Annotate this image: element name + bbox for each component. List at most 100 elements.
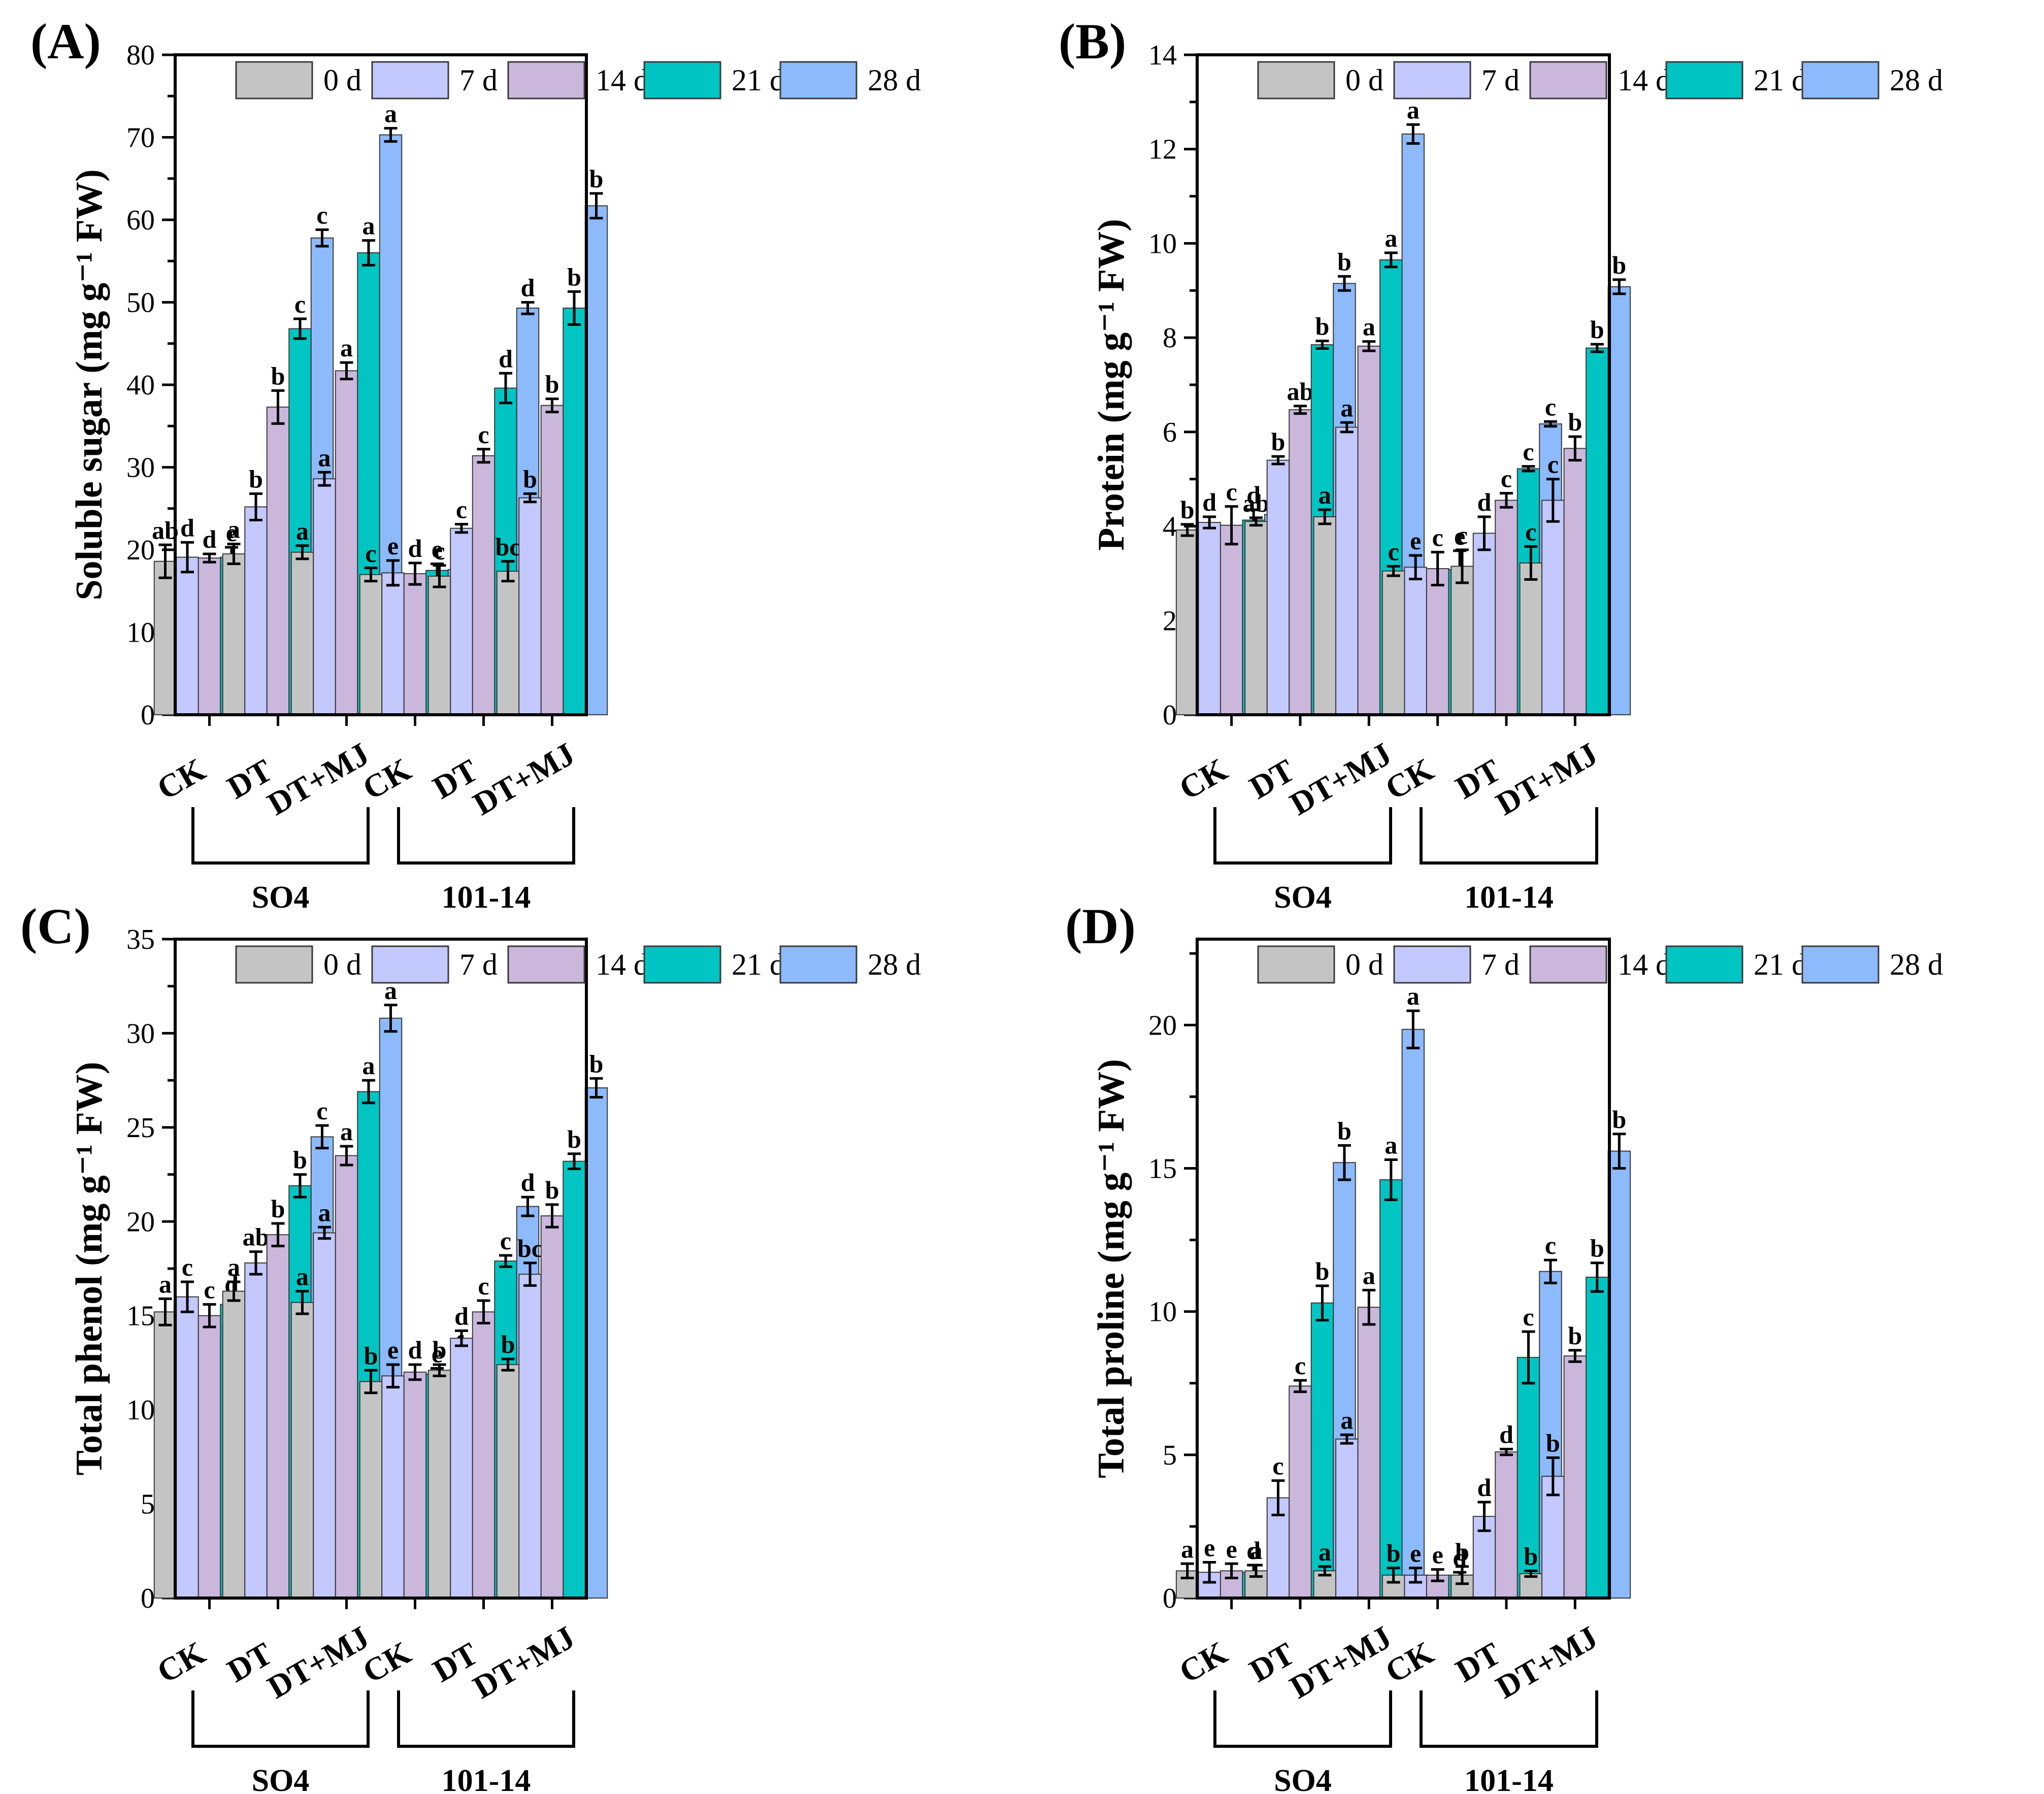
legend-label: 0 d [323,948,361,981]
legend-label: 28 d [868,63,921,97]
significance-label: c [1547,450,1559,479]
bar [1450,566,1474,715]
significance-label: ab [1287,377,1314,406]
bar [540,405,564,715]
legend-label: 21 d [1754,63,1807,97]
legend-swatch [1801,945,1880,984]
bar [359,574,383,715]
significance-label: c [456,495,467,524]
significance-label: b [1612,1105,1626,1134]
bar [403,1371,427,1599]
category-label: CK [1173,751,1234,807]
significance-label: d [454,1302,469,1330]
bar [244,1262,268,1599]
y-tick-label: 8 [1163,322,1177,354]
significance-label: b [1546,1428,1560,1457]
category-label: DT+MJ [467,1619,581,1705]
legend-swatch [235,945,313,984]
significance-label: c [365,539,376,568]
legend-swatch [1529,61,1607,99]
group-bracket [191,1690,370,1748]
bar [1266,459,1290,715]
y-tick-label: 14 [1148,40,1177,71]
significance-label: ab [243,1223,270,1251]
panel-label: (D) [1065,898,1136,954]
bar [1335,426,1359,715]
significance-label: e [1454,522,1465,550]
significance-label: a [340,334,353,362]
panel-c: (C) 0 5 10 15 20 25 30 35 Total phenol (mg g⁻¹ FW… [20,898,921,1794]
group-bracket [1213,1690,1392,1748]
significance-label: a [1384,224,1397,252]
significance-label: b [1524,1542,1538,1570]
group-bracket [1420,1690,1598,1748]
significance-label: b [1568,1321,1582,1350]
significance-label: e [387,1336,399,1364]
y-tick-label: 6 [1163,417,1177,448]
y-tick-label: 4 [1163,511,1177,543]
significance-label: a [1340,393,1353,422]
y-tick-label: 15 [1148,1153,1177,1184]
significance-label: a [1407,982,1420,1010]
significance-label: b [545,1176,559,1204]
significance-label: a [1407,95,1420,124]
bar [176,556,199,715]
y-tick-label: 10 [126,1394,155,1426]
bar [176,1296,199,1599]
category-label: CK [151,751,211,807]
significance-label: d [408,534,422,562]
group-bracket [397,807,575,865]
bar [381,1375,405,1599]
bar [197,557,221,715]
significance-label: e [432,1340,443,1368]
significance-label: c [316,1097,327,1125]
bar [518,1274,542,1599]
bar [1379,1179,1403,1599]
plot-frame [1196,53,1611,716]
significance-label: c [1545,392,1556,421]
group-label: SO4 [1274,1764,1332,1794]
bar [244,506,268,715]
group-label: SO4 [252,1764,310,1794]
legend-swatch [1665,945,1743,984]
bar [496,1364,520,1599]
significance-label: b [249,465,263,493]
significance-label: a [1340,1406,1353,1434]
y-axis-title: Total proline (mg g⁻¹ FW) [1091,1059,1132,1478]
bar [472,455,496,715]
bar [1607,1150,1631,1599]
significance-label: c [1523,438,1534,466]
bar [1175,529,1199,715]
significance-label: b [501,1330,515,1358]
y-tick-label: 70 [126,122,155,154]
group-bracket [1213,807,1392,865]
category-label: DT+MJ [261,736,375,822]
legend-label: 14 d [596,948,649,981]
bar [290,1302,314,1599]
significance-label: b [1337,247,1351,276]
legend-label: 7 d [1481,63,1520,97]
category-label: DT+MJ [1490,1619,1604,1705]
bar [1335,1438,1359,1599]
significance-label: a [296,1263,309,1291]
significance-label: c [1457,521,1468,549]
legend-label: 7 d [1481,948,1520,981]
bar [335,1155,358,1599]
significance-label: a [362,212,375,240]
legend-swatch [1257,945,1335,984]
y-tick-label: 80 [126,40,155,71]
bar [222,1290,246,1599]
significance-label: c [204,1275,215,1304]
bar [450,527,473,715]
group-label: 101-14 [1464,1764,1554,1794]
significance-label: d [1202,488,1216,516]
bar [1357,345,1381,715]
y-tick-label: 0 [1163,700,1177,731]
significance-label: c [1295,1351,1306,1380]
significance-label: a [318,443,331,472]
bar [1495,500,1518,715]
legend-label: 28 d [1890,63,1943,97]
significance-label: a [159,1270,172,1298]
significance-label: d [408,1336,422,1364]
